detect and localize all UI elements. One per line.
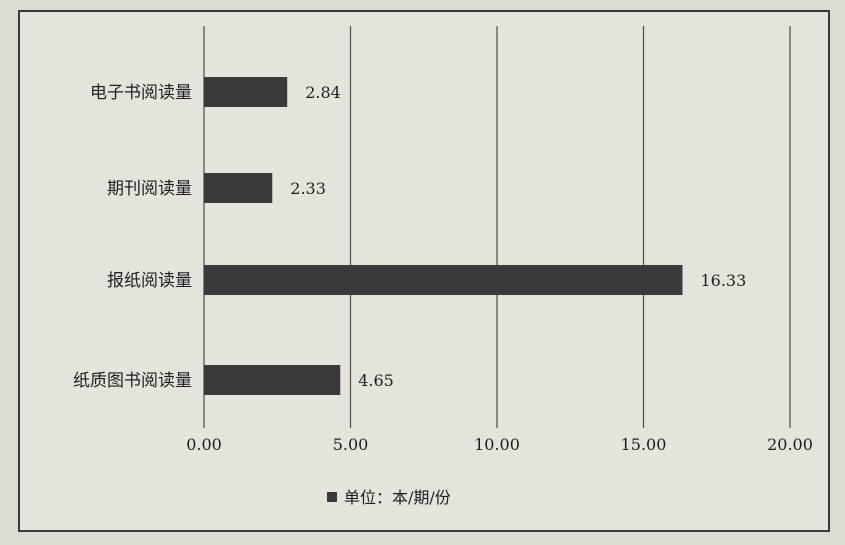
legend-label: 单位：本/期/份 [344,488,451,507]
category-label: 报纸阅读量 [107,271,192,291]
data-label: 2.33 [290,179,326,198]
grid-lines [203,26,791,428]
x-tick-label: 15.00 [621,435,667,454]
category-label: 纸质图书阅读量 [73,371,192,391]
category-label: 电子书阅读量 [90,83,192,103]
chart-frame: 0.00 5.00 10.00 15.00 20.00 电子书阅读量 2.84 期刊阅读量 2.… [18,10,830,532]
data-label: 16.33 [700,271,746,290]
x-tick-label: 20.00 [767,435,813,454]
x-tick-label: 10.00 [474,435,520,454]
data-label: 4.65 [358,371,394,390]
data-label: 2.84 [305,83,341,102]
bar [204,173,273,203]
category-label: 期刊阅读量 [107,179,192,199]
labels: 0.00 5.00 10.00 15.00 20.00 电子书阅读量 2.84 期刊阅读量 2.… [73,83,813,454]
bar-chart: 0.00 5.00 10.00 15.00 20.00 电子书阅读量 2.84 期刊阅读量 2.… [73,26,813,507]
legend-swatch [327,492,337,502]
bar [204,365,341,395]
x-tick-label: 0.00 [186,435,222,454]
bar [204,265,683,295]
x-tick-label: 5.00 [333,435,369,454]
bars [204,77,683,395]
bar [204,77,288,107]
legend: 单位：本/期/份 [327,488,451,507]
